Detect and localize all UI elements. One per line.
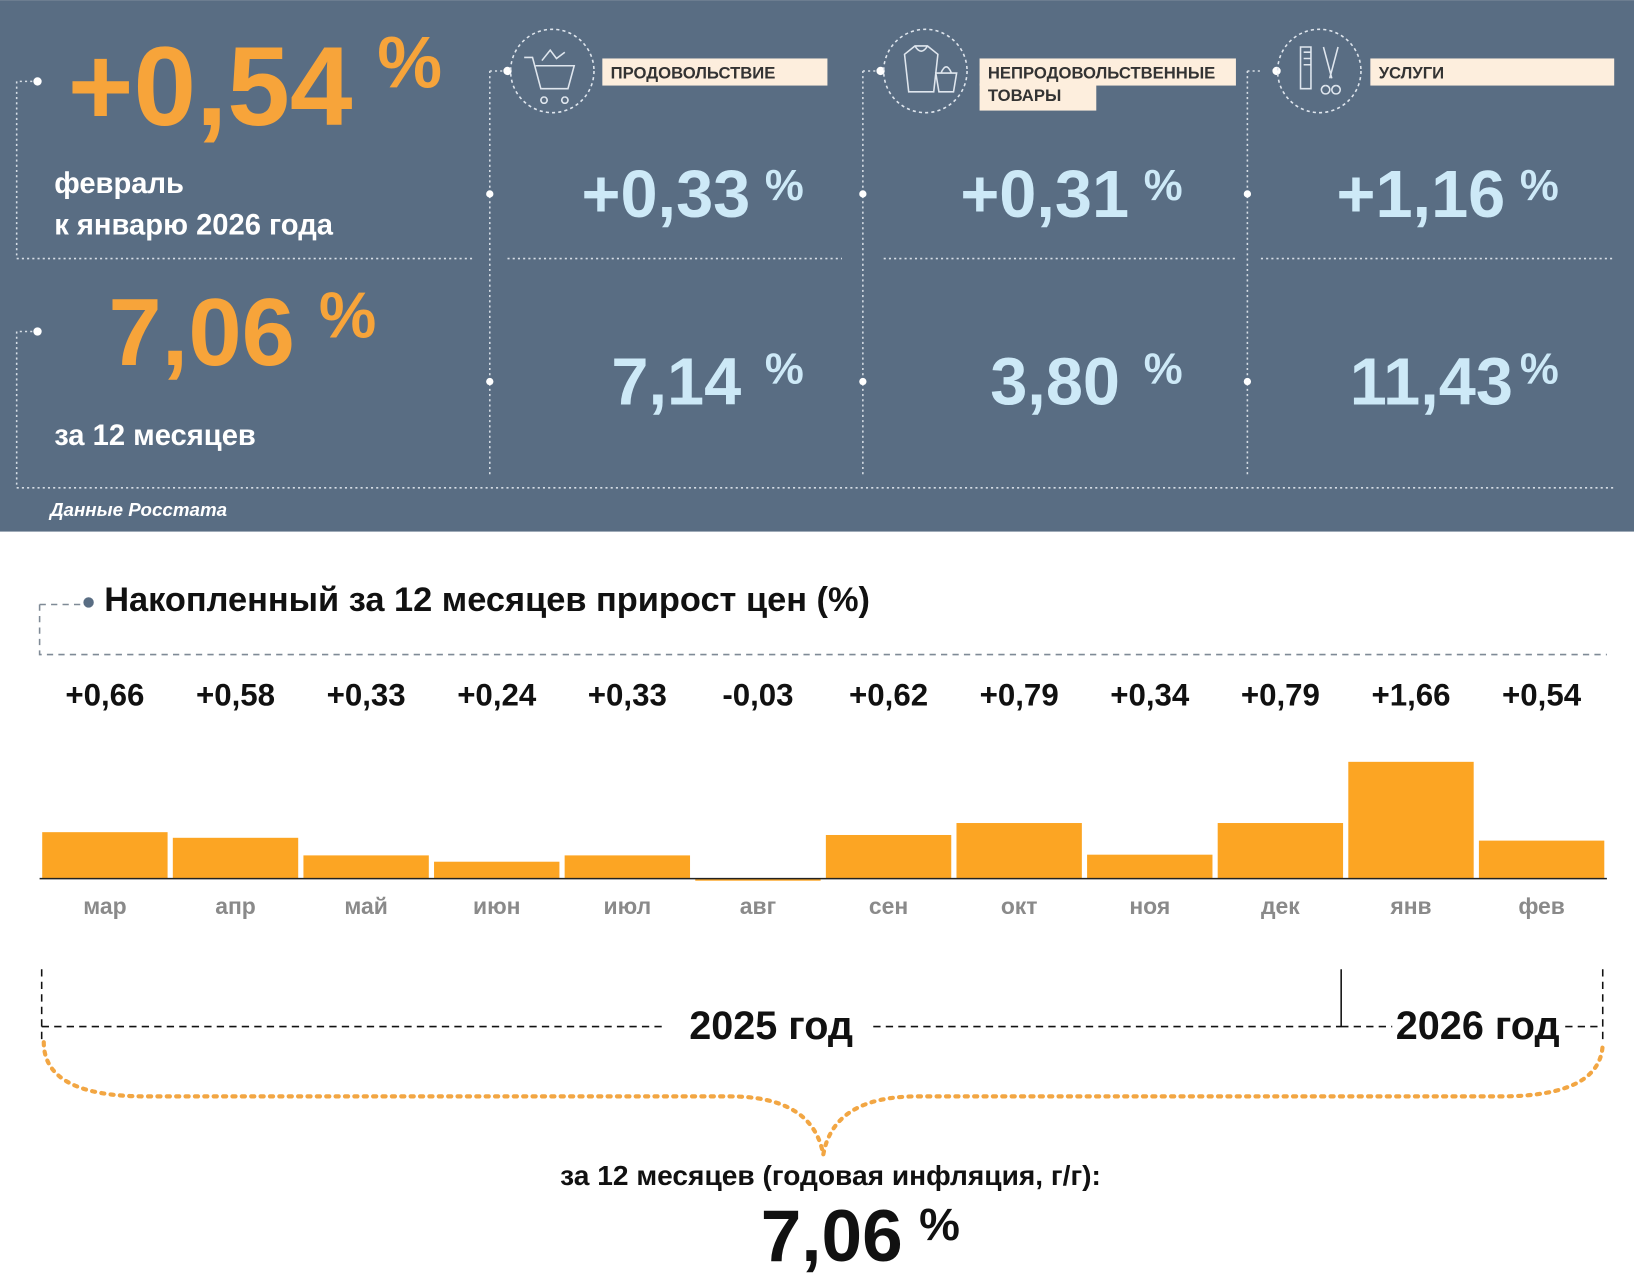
bar: [956, 823, 1082, 879]
bar: [695, 878, 821, 881]
group-month-value: +0,31: [960, 158, 1129, 232]
bar: [434, 861, 560, 879]
value-label: +1,66: [1371, 678, 1450, 713]
unit: %: [765, 161, 804, 210]
x-tick-label: май: [344, 893, 387, 919]
label-box: [602, 58, 828, 86]
group-year-value: 7,14: [611, 345, 741, 419]
chart-title: Накопленный за 12 месяцев прирост цен (%…: [104, 581, 870, 619]
period-lines: [40, 969, 1604, 1043]
year-label: за 12 месяцев: [54, 420, 256, 452]
bar: [172, 837, 299, 879]
summary-panel: [0, 0, 1634, 532]
unit: %: [1144, 161, 1183, 210]
bar: [1348, 761, 1474, 879]
group-month-value: +0,33: [582, 158, 751, 232]
group-name: НЕПРОДОВОЛЬСТВЕННЫЕ: [988, 63, 1215, 82]
x-tick-label: сен: [869, 893, 908, 919]
unit: %: [1144, 345, 1183, 394]
x-tick-label: апр: [215, 893, 256, 919]
value-label: +0,34: [1110, 678, 1190, 713]
value-label: +0,24: [457, 678, 537, 713]
value-label: +0,33: [588, 678, 667, 713]
x-tick-label: фев: [1518, 893, 1565, 919]
x-tick-label: авг: [740, 893, 776, 919]
bar: [303, 855, 429, 879]
x-tick-label: мар: [83, 893, 126, 919]
group-name: УСЛУГИ: [1379, 63, 1444, 82]
value-label: +0,62: [849, 678, 928, 713]
group-name: ПРОДОВОЛЬСТВИЕ: [611, 63, 776, 82]
month-value: +0,54: [68, 23, 353, 149]
total-label: за 12 месяцев (годовая инфляция, г/г):: [560, 1160, 1101, 1191]
group-month-value: +1,16: [1337, 158, 1506, 232]
source: Данные Росстата: [48, 499, 227, 520]
value-label: +0,66: [65, 678, 144, 713]
value-label: -0,03: [722, 678, 793, 713]
x-tick-label: дек: [1261, 893, 1300, 919]
total-value: 7,06: [761, 1196, 903, 1277]
value-label: +0,54: [1502, 678, 1582, 713]
brace: [41, 1040, 1605, 1156]
bar: [42, 832, 168, 879]
bar: [825, 834, 952, 879]
group-name: ТОВАРЫ: [988, 86, 1061, 105]
value-label: +0,79: [1241, 678, 1320, 713]
unit: %: [919, 1198, 960, 1250]
period-label: 2026 год: [1396, 1004, 1560, 1048]
value-label: +0,33: [327, 678, 406, 713]
period-label: 2025 год: [689, 1004, 853, 1048]
divider-lines: [15, 70, 1614, 489]
unit: %: [1520, 345, 1559, 394]
label-box: [979, 83, 1097, 111]
bar: [564, 855, 691, 879]
connector-dots: [33, 66, 1281, 386]
label-box: [1370, 58, 1615, 86]
x-tick-label: янв: [1389, 893, 1431, 919]
month-sublabel: к январю 2026 года: [54, 210, 334, 242]
bar: [1478, 840, 1605, 879]
label-box: [979, 58, 1236, 86]
unit: %: [765, 345, 804, 394]
unit: %: [319, 280, 376, 352]
group-year-value: 3,80: [990, 345, 1120, 419]
bar: [1217, 823, 1344, 879]
bar: [1087, 854, 1213, 879]
title-dot: [83, 597, 94, 608]
year-value: 7,06: [108, 279, 295, 386]
month-label: февраль: [54, 168, 184, 200]
unit: %: [377, 23, 442, 104]
x-tick-label: ноя: [1129, 893, 1170, 919]
x-tick-label: окт: [1001, 893, 1038, 919]
unit: %: [1520, 161, 1559, 210]
x-tick-label: июн: [473, 893, 520, 919]
value-label: +0,58: [196, 678, 275, 713]
value-label: +0,79: [980, 678, 1059, 713]
x-tick-label: июл: [604, 893, 652, 919]
title-connector: [38, 603, 1607, 656]
group-year-value: 11,43: [1350, 345, 1513, 419]
icons: [509, 28, 1362, 114]
